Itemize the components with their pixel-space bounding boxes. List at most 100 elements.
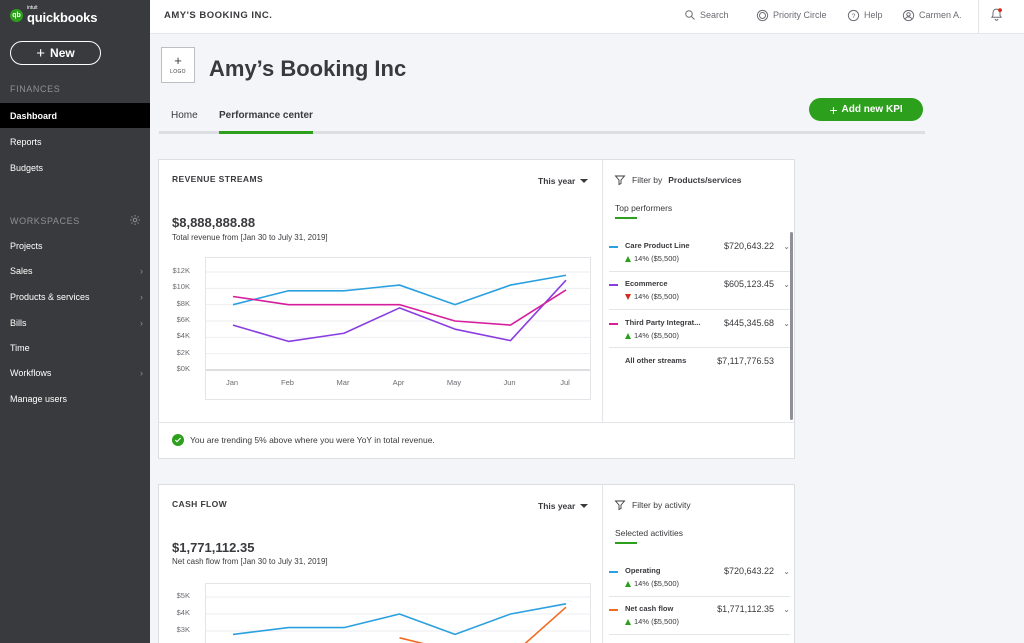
sidebar-item-label: Sales (10, 265, 33, 276)
priority-circle-icon (756, 9, 769, 21)
period-dropdown[interactable]: This year (538, 501, 589, 511)
add-new-kpi-button[interactable]: + Add new KPI (809, 98, 923, 121)
svg-text:?: ? (852, 12, 856, 19)
x-tick-label: May (446, 378, 462, 387)
series-line-third-party-integrat (232, 289, 567, 326)
x-tick-label: Apr (392, 378, 405, 387)
series-swatch (609, 571, 618, 573)
filter-label: Filter by activity (632, 500, 691, 510)
quickbooks-badge-icon: qb (10, 8, 23, 22)
y-tick-label: $4K (176, 331, 190, 341)
sidebar-item-label: Budgets (10, 162, 44, 173)
filter-by-products[interactable]: Filter by Products/services (614, 174, 741, 186)
plus-icon: + (829, 101, 838, 118)
sidebar-item-sales[interactable]: Sales › (0, 258, 150, 283)
bell-icon[interactable] (990, 7, 1003, 22)
y-tick-label: $3K (176, 625, 190, 634)
period-label: This year (538, 501, 576, 511)
chevron-right-icon: › (140, 367, 143, 378)
activity-name: Operating (625, 566, 661, 575)
top-bar-divider (978, 0, 979, 34)
tab-performance-center[interactable]: Performance center (219, 110, 313, 121)
stream-change: 14% ($5,500) (634, 292, 680, 301)
period-dropdown[interactable]: This year (538, 176, 589, 186)
x-tick-label: Jan (225, 378, 239, 387)
search-link[interactable]: Search (684, 7, 729, 23)
chevron-down-icon[interactable]: ⌄ (783, 280, 790, 289)
trend-up-icon (625, 580, 631, 587)
total-revenue-caption: Total revenue from [Jan 30 to July 31, 2… (172, 233, 328, 242)
chevron-right-icon: › (140, 291, 143, 302)
sidebar-item-bills[interactable]: Bills › (0, 310, 150, 335)
chevron-down-icon[interactable]: ⌄ (783, 567, 790, 576)
sidebar: qb intuit quickbooks + New FINANCES Dash… (0, 0, 150, 643)
trend-down-icon (625, 293, 631, 300)
cash-flow-chart-svg (206, 596, 590, 643)
quickbooks-logo[interactable]: qb intuit quickbooks (10, 6, 97, 24)
active-tab-indicator (219, 131, 313, 134)
list-scrollbar[interactable] (790, 232, 793, 420)
other-streams-value: $7,117,776.53 (717, 356, 774, 366)
intuit-label: intuit (27, 5, 38, 11)
cash-flow-chart (205, 583, 591, 643)
series-swatch (609, 246, 618, 248)
divider (609, 596, 790, 597)
card-footer-divider (159, 422, 794, 423)
cash-flow-card: CASH FLOW This year $1,771,112.35 Net ca… (158, 484, 795, 643)
tab-top-performers[interactable]: Top performers (615, 203, 673, 213)
user-menu[interactable]: Carmen A. (902, 7, 962, 23)
caret-down-icon (580, 179, 589, 183)
sidebar-item-budgets[interactable]: Budgets (0, 155, 150, 180)
card-title: CASH FLOW (172, 499, 228, 509)
plus-icon: + (36, 44, 46, 62)
gear-icon[interactable] (129, 214, 141, 226)
stream-value: $445,345.68 (723, 318, 774, 328)
sidebar-item-label: Manage users (10, 393, 68, 404)
y-tick-label: $5K (176, 591, 190, 600)
sidebar-item-label: Time (10, 342, 30, 353)
sidebar-item-workflows[interactable]: Workflows › (0, 360, 150, 385)
company-name: AMY'S BOOKING INC. (164, 10, 273, 21)
tab-selected-activities[interactable]: Selected activities (615, 528, 684, 538)
sidebar-item-time[interactable]: Time (0, 335, 150, 360)
stream-name: Third Party Integrat... (625, 318, 701, 327)
help-icon: ? (847, 9, 860, 21)
y-tick-label: $2K (176, 347, 190, 357)
sidebar-item-dashboard[interactable]: Dashboard (0, 103, 150, 128)
stream-change: 14% ($5,500) (634, 254, 680, 263)
sidebar-item-products-services[interactable]: Products & services › (0, 284, 150, 309)
sidebar-item-projects[interactable]: Projects (0, 233, 150, 258)
divider (609, 271, 790, 272)
x-tick-label: Jul (560, 378, 570, 387)
stream-change: 14% ($5,500) (634, 331, 680, 340)
finances-section-label: FINANCES (10, 84, 61, 94)
x-tick-label: Feb (281, 378, 294, 387)
top-bar: AMY'S BOOKING INC. Search Priority Circl… (150, 0, 1024, 34)
series-line-operating (232, 603, 567, 636)
chevron-right-icon: › (140, 317, 143, 328)
new-button[interactable]: + New (10, 41, 101, 65)
priority-circle-link[interactable]: Priority Circle (756, 7, 827, 23)
filter-by-activity[interactable]: Filter by activity (614, 499, 691, 511)
add-new-kpi-label: Add new KPI (841, 104, 903, 115)
help-link[interactable]: ? Help (847, 7, 883, 23)
chevron-down-icon[interactable]: ⌄ (783, 242, 790, 251)
sidebar-item-manage-users[interactable]: Manage users (0, 386, 150, 411)
tab-home[interactable]: Home (171, 110, 198, 121)
filter-icon (614, 175, 626, 186)
stream-value: $720,643.22 (723, 241, 774, 251)
series-line-care-product-line (232, 274, 567, 306)
add-logo-button[interactable]: + LOGO (161, 47, 195, 83)
sidebar-item-label: Projects (10, 240, 43, 251)
chevron-right-icon: › (140, 265, 143, 276)
filter-value: Products/services (668, 175, 742, 185)
net-cash-flow-caption: Net cash flow from [Jan 30 to July 31, 2… (172, 557, 328, 566)
y-tick-label: $8K (176, 298, 190, 308)
chevron-down-icon[interactable]: ⌄ (783, 319, 790, 328)
sidebar-item-reports[interactable]: Reports (0, 129, 150, 154)
chevron-down-icon[interactable]: ⌄ (783, 605, 790, 614)
check-icon (172, 434, 184, 446)
total-revenue: $8,888,888.88 (172, 215, 256, 230)
y-tick-label: $0K (176, 364, 190, 373)
plus-icon: + (174, 53, 182, 68)
